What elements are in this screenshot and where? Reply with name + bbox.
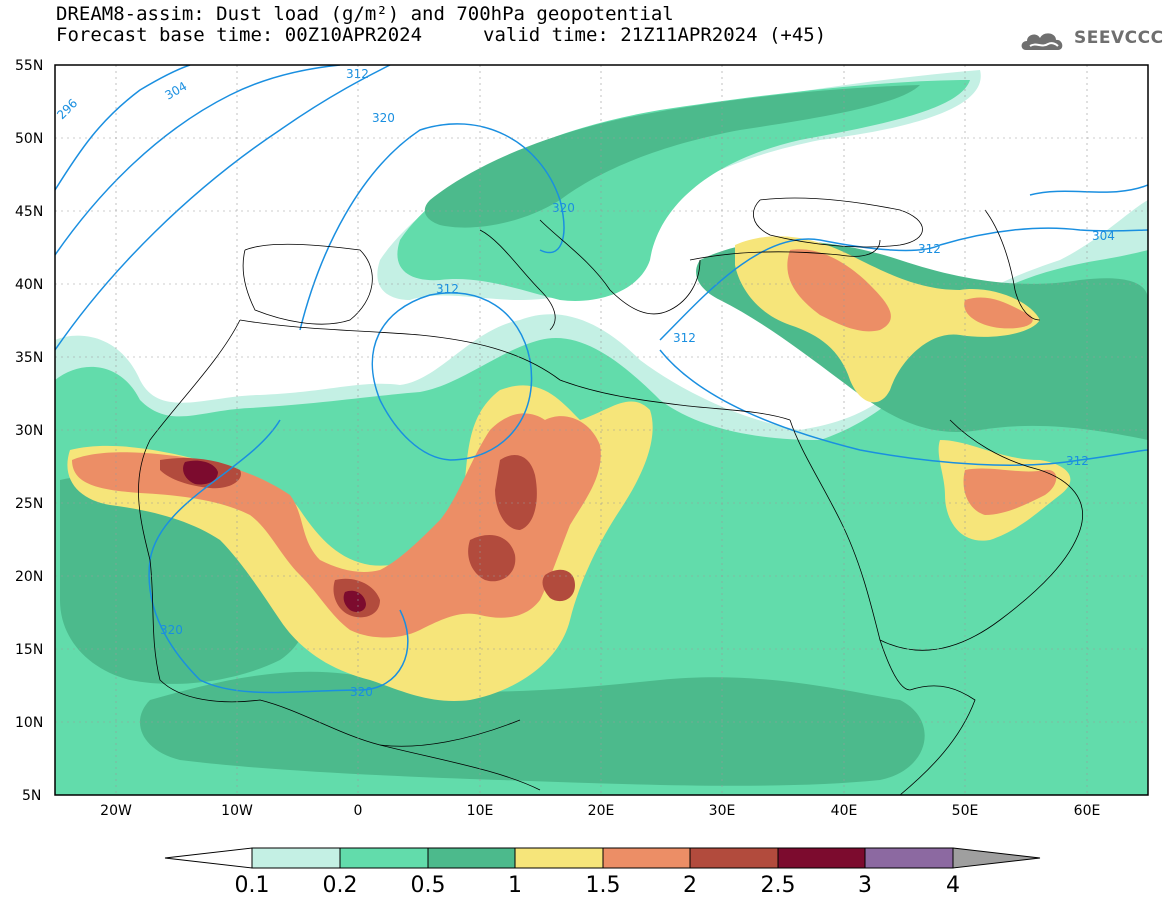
dust-region-0_5-north-band xyxy=(424,85,920,228)
colorbar-segment xyxy=(251,847,341,869)
colorbar-tick: 1.5 xyxy=(586,873,621,898)
coastline-balkans xyxy=(539,219,701,315)
coastline-horn xyxy=(899,685,976,795)
lat-label: 30N xyxy=(15,423,43,439)
coastline-arabia xyxy=(879,419,1083,651)
valid-time: valid time: 21Z11APR2024 (+45) xyxy=(483,24,827,46)
lat-label: 45N xyxy=(15,204,43,220)
latitude-labels: 55N 50N 45N 40N 35N 30N 25N 20N 15N 10N … xyxy=(15,58,43,804)
contour-296 xyxy=(55,65,191,191)
map-frame xyxy=(54,64,1149,796)
colorbar-tick: 2.5 xyxy=(761,873,796,898)
contour-304-east xyxy=(1029,184,1148,196)
colorbar-upper-extend xyxy=(952,847,1041,869)
coastline-black-sea xyxy=(753,197,923,248)
colorbar-tick: 0.2 xyxy=(323,873,358,898)
lat-label: 5N xyxy=(22,788,41,804)
lon-label: 10E xyxy=(467,803,494,819)
dust-region-0_2-north xyxy=(397,80,971,301)
coastline-gulf-guinea xyxy=(379,744,541,791)
lat-label: 55N xyxy=(15,58,43,74)
contour-label: 312 xyxy=(436,282,459,296)
colorbar-lower-extend xyxy=(164,847,253,869)
contour-label: 320 xyxy=(160,623,183,637)
lon-label: 30E xyxy=(709,803,736,819)
lat-label: 15N xyxy=(15,642,43,658)
lat-label: 10N xyxy=(15,715,43,731)
dust-region-2_5 xyxy=(183,460,366,612)
colorbar-segment xyxy=(689,847,779,869)
contour-304 xyxy=(55,65,341,256)
contour-label: 304 xyxy=(1092,229,1115,243)
dust-layers xyxy=(55,70,1148,795)
contour-label: 312 xyxy=(1066,454,1089,468)
contour-label: 320 xyxy=(372,111,395,125)
seevccc-logo: SEEVCCC xyxy=(1018,26,1163,56)
colorbar-tick: 2 xyxy=(683,873,697,898)
contour-label: 312 xyxy=(673,331,696,345)
colorbar xyxy=(164,847,1041,869)
dust-region-0_5-sahel xyxy=(140,671,925,786)
geopotential-contours xyxy=(55,65,1148,694)
coastline-red-sea xyxy=(789,419,911,691)
lon-label: 10W xyxy=(221,803,253,819)
coastline-italy xyxy=(479,229,556,331)
contour-312-east xyxy=(659,227,1148,341)
coastline-med-south xyxy=(239,319,791,421)
lon-label: 40E xyxy=(831,803,858,819)
colorbar-tick: 0.1 xyxy=(235,873,270,898)
dust-region-1_5-gulf xyxy=(963,468,1057,515)
lon-label: 20W xyxy=(100,803,132,819)
colorbar-tick: 0.5 xyxy=(411,873,446,898)
contour-label: 320 xyxy=(350,685,373,699)
lat-label: 35N xyxy=(15,350,43,366)
colorbar-segment xyxy=(864,847,954,869)
longitude-labels: 20W 10W 0 10E 20E 30E 40E 50E 60E xyxy=(100,803,1100,819)
contour-312-med xyxy=(371,292,533,461)
lat-label: 25N xyxy=(15,496,43,512)
lon-label: 50E xyxy=(952,803,979,819)
lon-label: 60E xyxy=(1074,803,1101,819)
forecast-base-time: Forecast base time: 00Z10APR2024 xyxy=(56,24,423,46)
contour-312-south xyxy=(659,349,1148,466)
colorbar-segment xyxy=(602,847,691,869)
coastline-caspian xyxy=(984,209,1041,321)
contour-320-west xyxy=(148,419,409,694)
coastline-iberia xyxy=(242,243,373,325)
contour-label: 312 xyxy=(346,67,369,81)
grid-lines xyxy=(55,65,1148,795)
contour-label: 320 xyxy=(552,201,575,215)
logo-text: SEEVCCC xyxy=(1074,28,1164,48)
colorbar-tick: 4 xyxy=(946,873,960,898)
map-title: DREAM8-assim: Dust load (g/m²) and 700hP… xyxy=(56,3,674,25)
contour-320-north xyxy=(299,123,565,331)
cloud-logo-icon xyxy=(1021,33,1063,50)
lon-label: 20E xyxy=(588,803,615,819)
lat-label: 50N xyxy=(15,131,43,147)
contour-label: 312 xyxy=(918,242,941,256)
coastlines xyxy=(138,197,1083,795)
colorbar-segment xyxy=(339,847,429,869)
contour-312-west xyxy=(55,65,391,351)
dust-region-1_5-east xyxy=(787,249,891,332)
colorbar-tick: 3 xyxy=(858,873,872,898)
lat-label: 20N xyxy=(15,569,43,585)
lon-label: 0 xyxy=(354,803,363,819)
coastline-turkey xyxy=(689,239,881,261)
colorbar-segment xyxy=(427,847,516,869)
dust-region-1_5-caspian xyxy=(964,297,1033,329)
colorbar-segment xyxy=(777,847,866,869)
lat-label: 40N xyxy=(15,277,43,293)
colorbar-segment xyxy=(514,847,604,869)
colorbar-ticks: 0.1 0.2 0.5 1 1.5 2 2.5 3 4 xyxy=(235,873,961,898)
colorbar-tick: 1 xyxy=(508,873,522,898)
